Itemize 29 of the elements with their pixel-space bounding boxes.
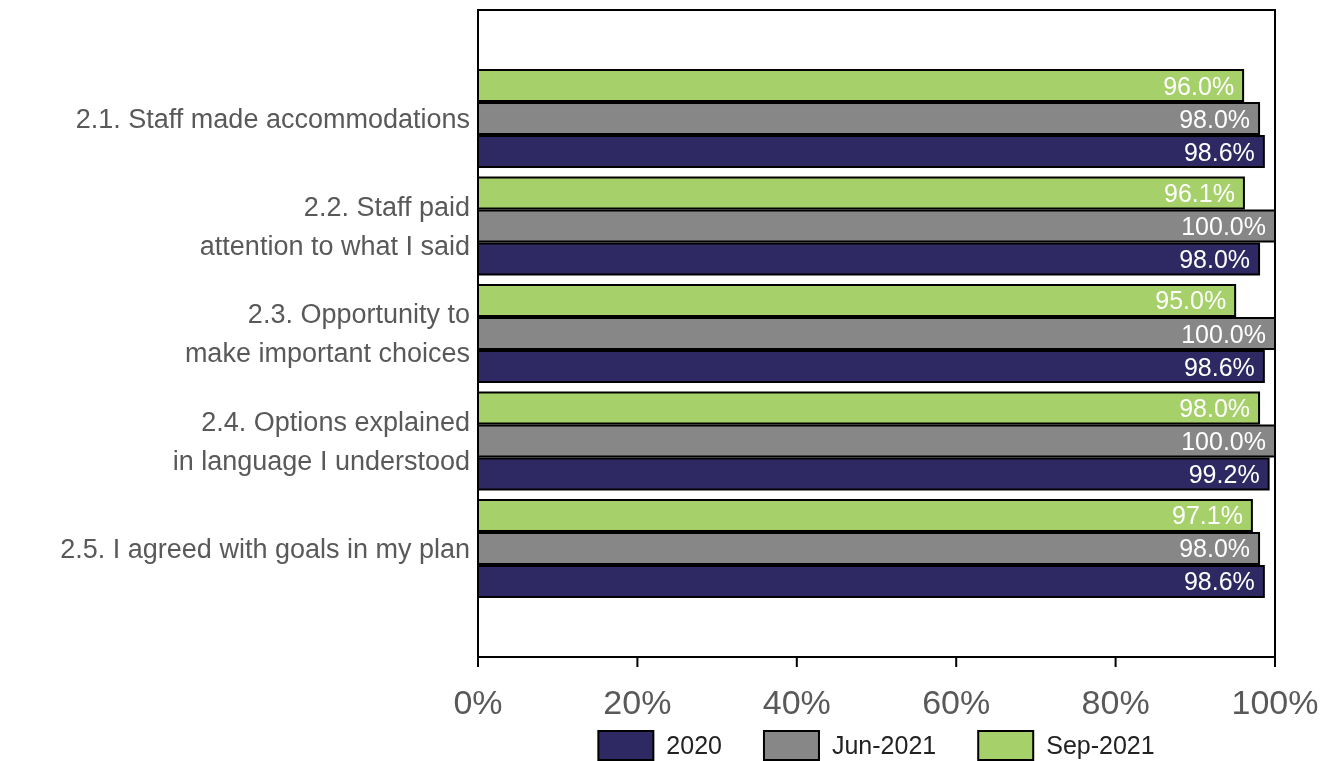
data-label: 98.6% [1183,567,1255,596]
data-label: 95.0% [1155,286,1227,315]
x-tick-label: 80% [1081,682,1150,721]
x-tick-label: 100% [1231,682,1319,721]
data-label: 98.0% [1179,534,1251,563]
y-tick-label: 2.1. Staff made accommodations [75,103,470,134]
data-label: 98.0% [1179,104,1251,133]
x-tick-label: 40% [762,682,831,721]
x-tick-label: 20% [603,682,672,721]
data-label: 96.1% [1164,179,1235,208]
y-tick-label: 2.5. I agreed with goals in my plan [60,533,470,564]
data-label: 97.1% [1172,501,1243,530]
legend-label: Sep-2021 [1046,731,1155,760]
data-label: 100.0% [1181,319,1266,348]
legend-label: Jun-2021 [831,731,937,760]
y-tick-label: 2.2. Staff paid attention to what I said [199,191,470,261]
x-tick-label: 60% [922,682,991,721]
data-label: 99.2% [1188,459,1260,488]
data-label: 96.0% [1163,71,1235,100]
x-tick-label: 0% [453,682,503,721]
data-label: 100.0% [1181,426,1266,455]
data-label: 98.6% [1183,137,1255,166]
data-label: 100.0% [1181,212,1266,241]
legend-label: 2020 [666,731,722,760]
y-tick-label: 2.4. Options explained in language I understood [172,406,470,476]
data-label: 98.0% [1179,393,1251,422]
y-tick-label: 2.3. Opportunity to make important choices [184,299,470,369]
data-label: 98.0% [1179,245,1251,274]
data-label: 98.6% [1183,352,1255,381]
